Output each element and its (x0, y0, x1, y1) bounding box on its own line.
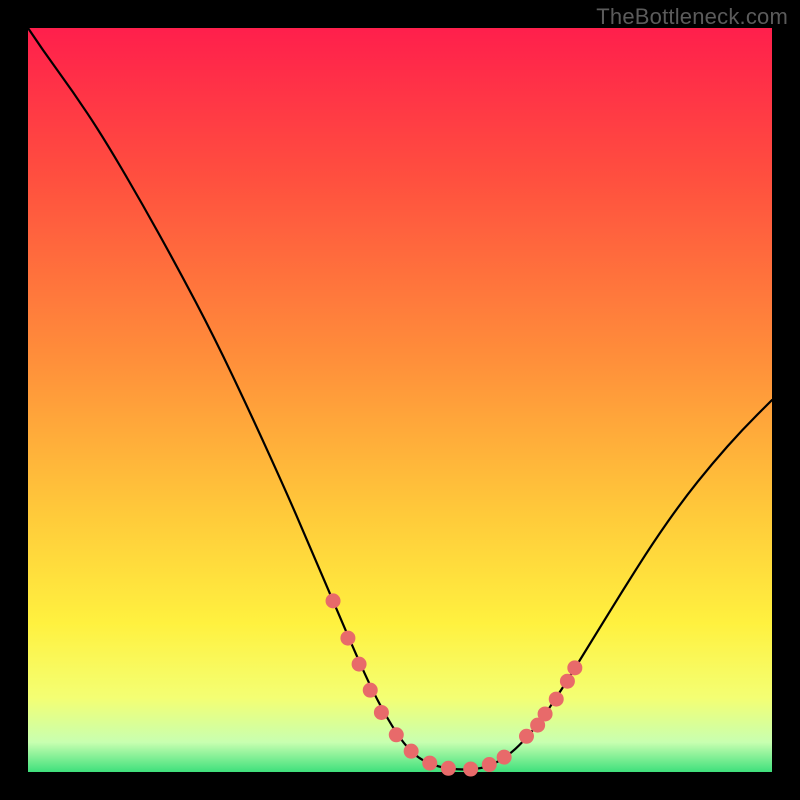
chart-frame: TheBottleneck.com (0, 0, 800, 800)
plot-area (28, 28, 772, 772)
watermark-text: TheBottleneck.com (596, 4, 788, 30)
